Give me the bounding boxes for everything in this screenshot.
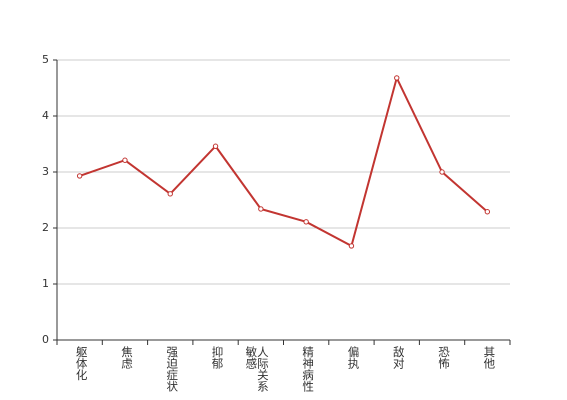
x-tick-label: 精神病性 xyxy=(301,346,316,392)
point xyxy=(76,173,83,179)
y-tick-label: 5 xyxy=(42,53,49,66)
point xyxy=(348,243,355,249)
line xyxy=(79,75,489,248)
x-tick-label: 抑郁 xyxy=(210,346,225,369)
y-tick-label: 2 xyxy=(42,221,49,234)
x-tick-label: 敌对 xyxy=(391,346,406,369)
y-tick-label: 1 xyxy=(42,277,49,290)
x-tick-label: 人际关系敏感 xyxy=(244,346,270,392)
x-tick-label: 躯体化 xyxy=(74,346,89,381)
point xyxy=(258,206,264,212)
point xyxy=(439,169,445,175)
point xyxy=(122,157,128,163)
point xyxy=(303,219,309,225)
y-tick-label: 0 xyxy=(42,333,49,346)
point xyxy=(167,191,173,197)
x-tick-label: 其他 xyxy=(482,346,497,369)
x-tick-label: 强迫症状 xyxy=(165,346,180,392)
x-tick-label: 偏执 xyxy=(346,346,361,369)
y-tick-label: 3 xyxy=(42,165,49,178)
x-tick-label: 焦虑 xyxy=(119,346,134,369)
point xyxy=(394,75,400,81)
y-tick-label: 4 xyxy=(42,109,49,122)
point xyxy=(484,209,491,215)
x-tick-label: 恐怖 xyxy=(437,346,452,369)
point xyxy=(212,143,219,149)
